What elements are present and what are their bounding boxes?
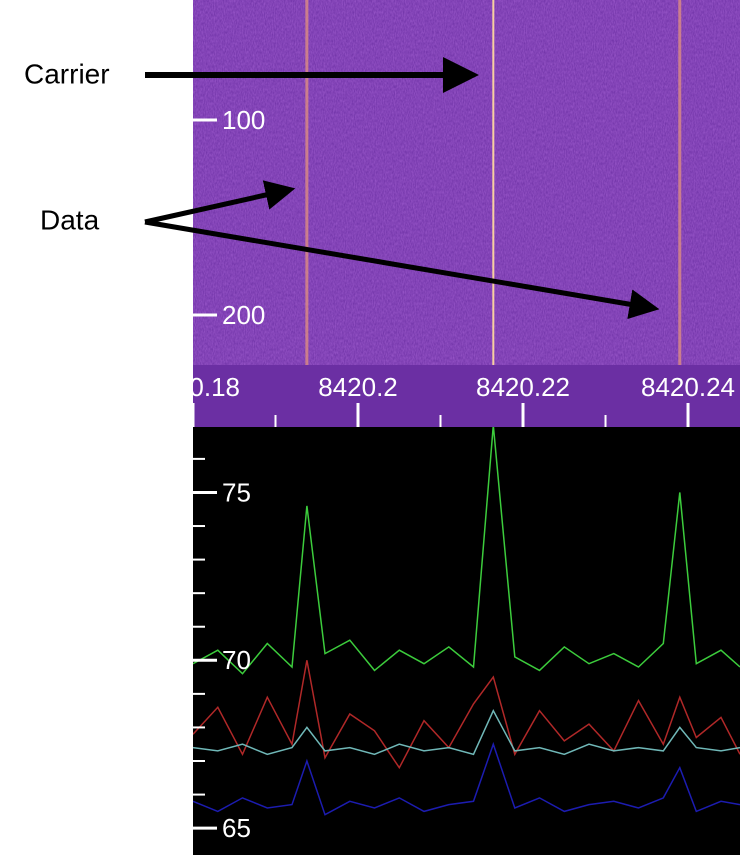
y-tick-label: 200 [222,300,265,330]
waterfall-panel: 8420.18 8420.2 8420.22 8420.24 100 200 [146,0,740,427]
x-tick-label: 8420.2 [318,372,398,402]
x-axis-band [193,365,740,427]
spectrum-trace [193,709,740,756]
y-tick-label: 65 [222,813,251,843]
x-tick-label: 8420.24 [641,372,735,402]
spectrum-trace [193,660,740,770]
spectrum-trace [193,741,740,816]
y-tick-label: 100 [222,105,265,135]
annotation: Carrier [24,58,110,89]
y-tick-label: 70 [222,645,251,675]
annotation: Data [40,204,100,235]
arrow [144,219,660,320]
spectrum-panel: 65 70 75 [193,427,740,855]
spectrum-background [193,427,740,855]
y-tick-label: 75 [222,477,251,507]
x-tick-label: 8420.22 [476,372,570,402]
arrow [144,180,296,225]
waterfall-noise [193,0,740,365]
x-tick-label: 8420.18 [146,372,240,402]
spectrum-trace [193,427,740,675]
